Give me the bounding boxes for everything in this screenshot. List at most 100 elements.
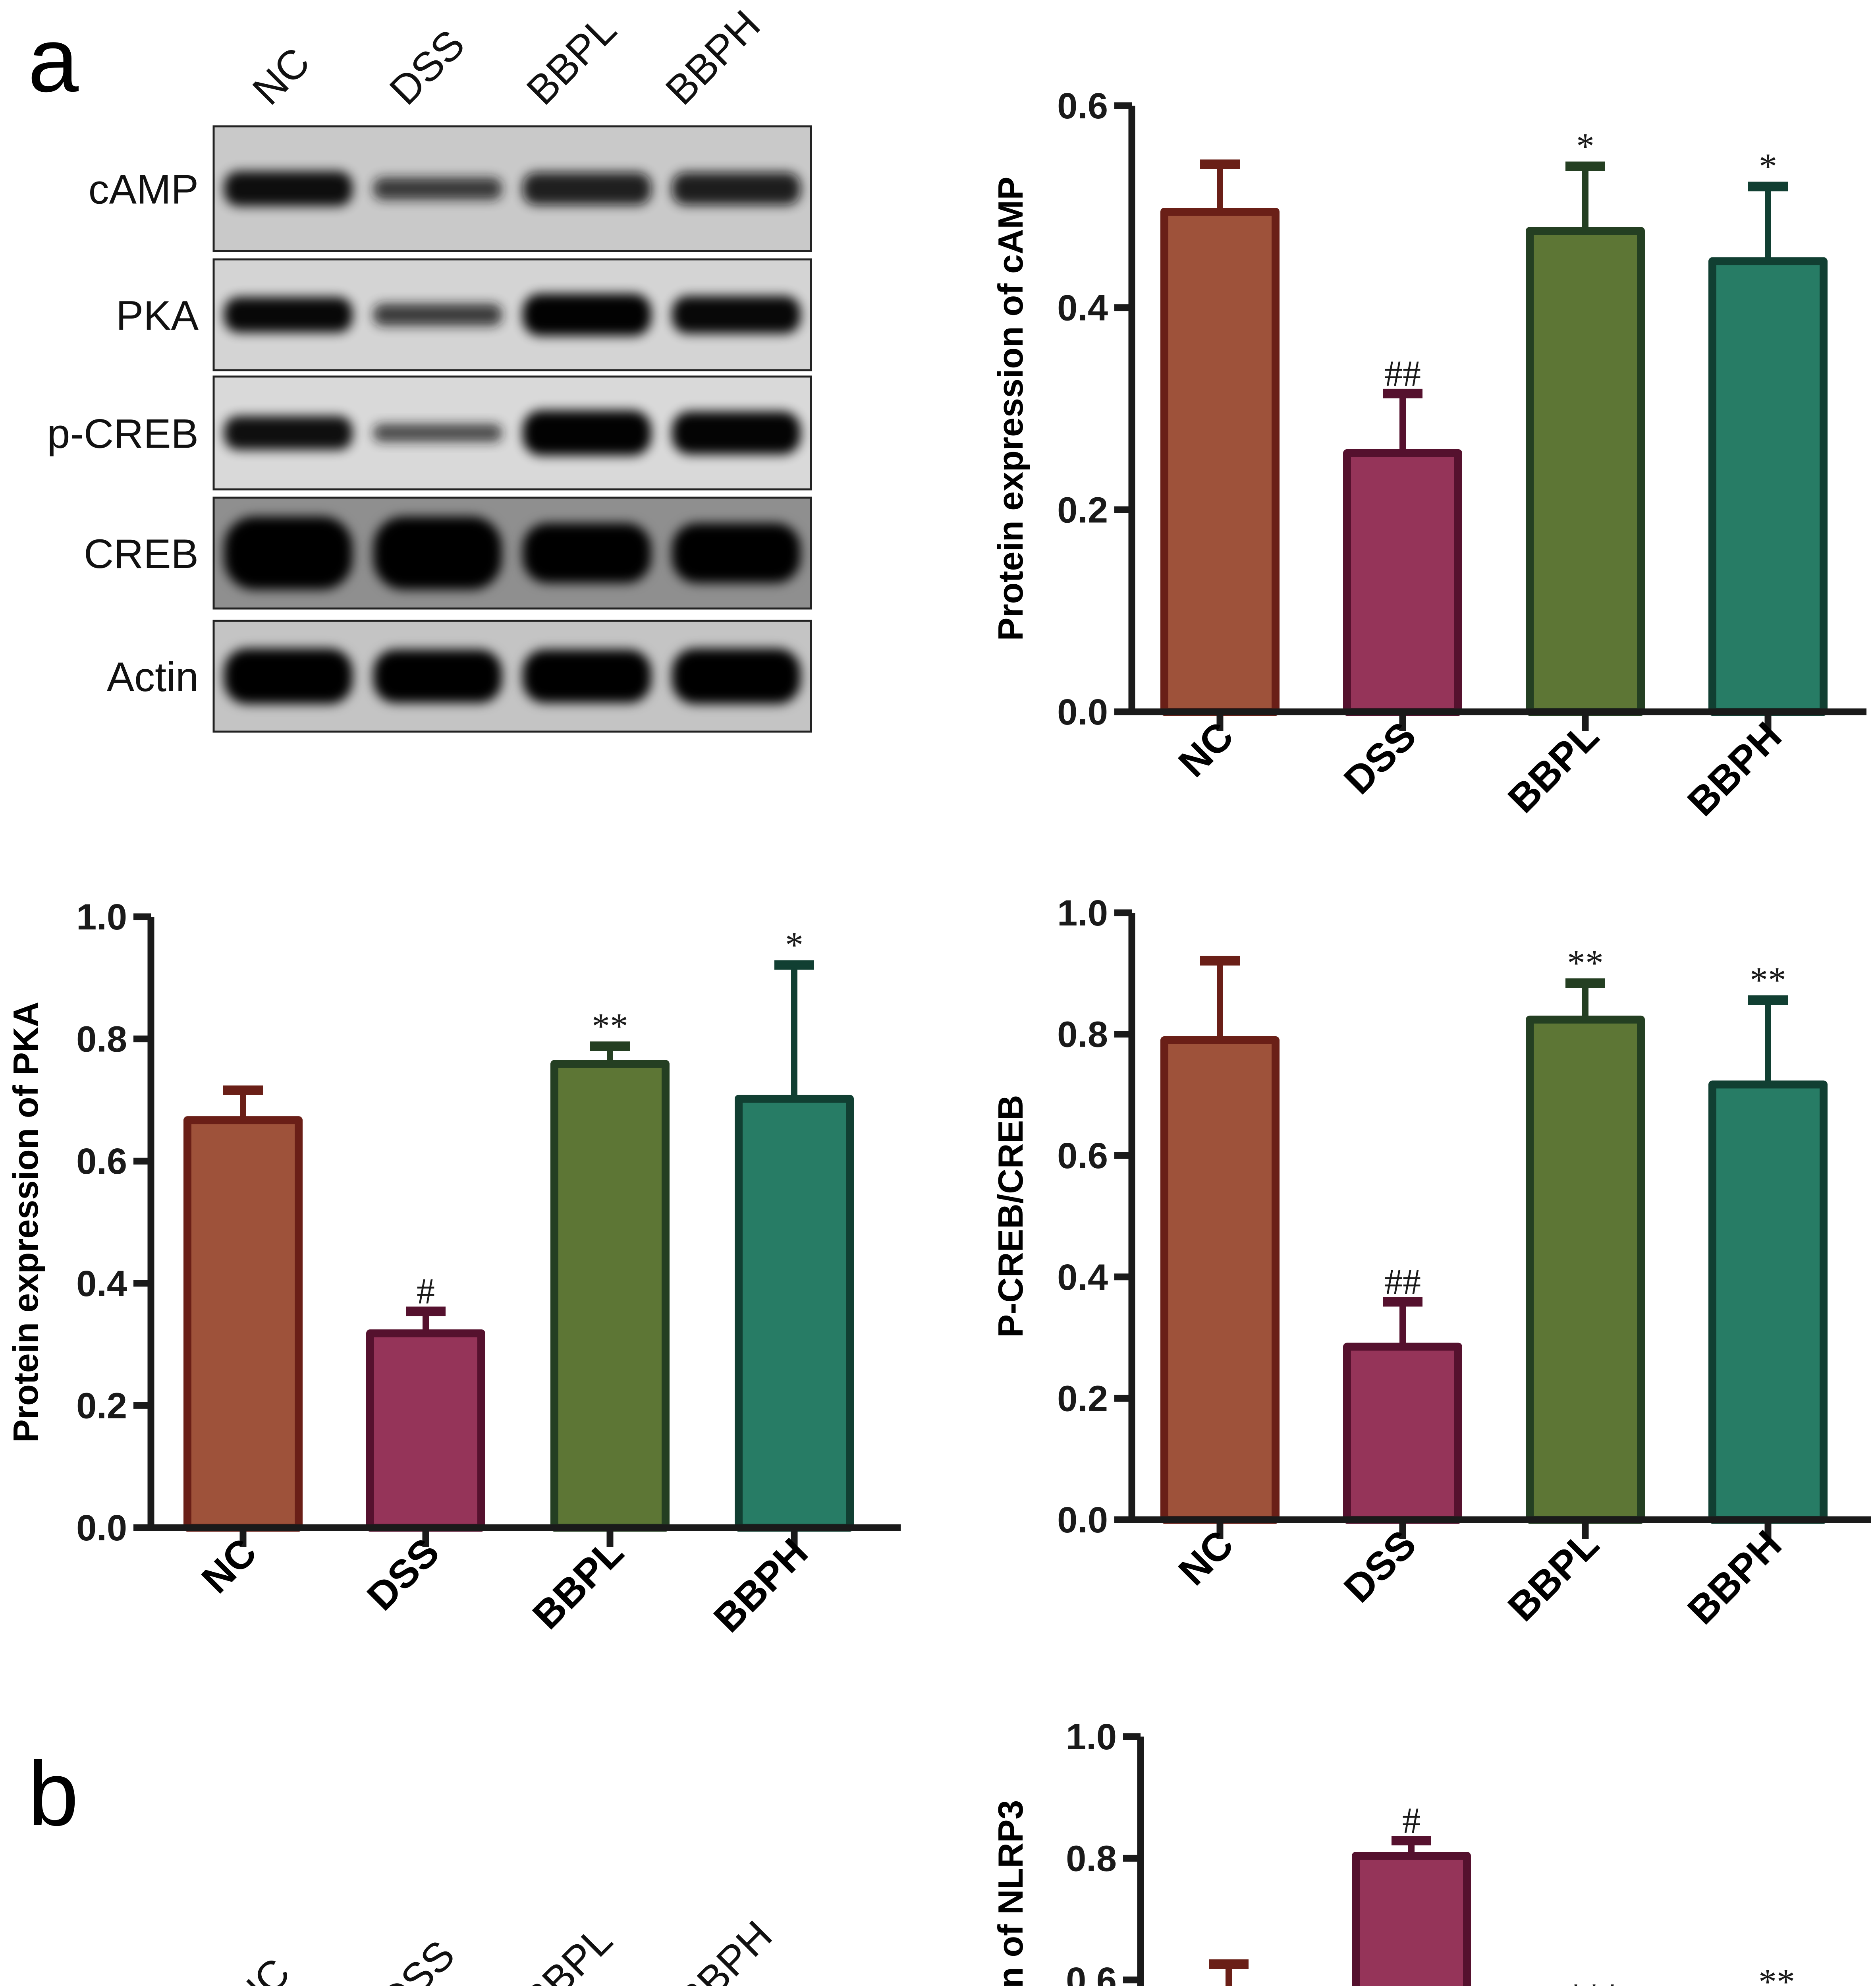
protein-band <box>224 297 353 333</box>
y-tick-label: 0.6 <box>1057 1136 1108 1176</box>
y-tick-label: 1.0 <box>1066 1717 1117 1757</box>
blot-row-label: cAMP <box>89 166 199 213</box>
x-category-label-bbph: BBPH <box>1679 1522 1790 1633</box>
bar-dss: ## <box>1343 1261 1462 1524</box>
y-tick-label: 0.4 <box>1057 288 1108 328</box>
significance-marker: ## <box>1384 1261 1421 1302</box>
x-category-label-bbpl: BBPL <box>1500 1522 1608 1630</box>
significance-marker: # <box>417 1271 435 1312</box>
bar-rect <box>1160 208 1280 716</box>
x-category-label-bbph: BBPH <box>1679 713 1790 825</box>
blot-row-p-creb: p-CREB <box>47 375 812 491</box>
protein-band <box>224 516 353 590</box>
y-tick-label: 1.0 <box>1057 893 1108 933</box>
y-tick-label: 0.4 <box>1057 1257 1108 1298</box>
bar-rect <box>1708 1080 1828 1524</box>
y-tick-label: 0.6 <box>1057 86 1108 126</box>
protein-band <box>523 172 651 205</box>
x-category-label-bbpl: BBPL <box>1500 713 1608 821</box>
bar-nc <box>183 1085 303 1532</box>
protein-band <box>224 171 353 206</box>
bar-rect <box>1352 1852 1471 1986</box>
significance-marker: # <box>1402 1800 1421 1841</box>
lane-label-dss: DSS <box>381 21 473 114</box>
lane-label-bbpl: BBPL <box>518 6 625 114</box>
blot-row-label: p-CREB <box>47 411 199 457</box>
protein-band <box>523 523 651 583</box>
bar-rect <box>366 1329 485 1532</box>
protein-band <box>672 296 801 334</box>
x-category-label-nc: NC <box>1170 713 1242 785</box>
bar-bbpl: ** <box>1526 943 1645 1524</box>
bar-rect <box>1343 449 1462 716</box>
protein-band <box>224 416 353 450</box>
y-tick-label: 0.2 <box>1057 1378 1108 1419</box>
blot-row-creb: CREB <box>84 496 812 610</box>
y-tick-label: 0.6 <box>1066 1960 1117 1986</box>
y-tick-label: 0.0 <box>76 1508 127 1548</box>
x-category-label-dss: DSS <box>1336 1522 1425 1611</box>
bar-dss: # <box>366 1271 485 1532</box>
protein-band <box>672 523 801 583</box>
panel-letter-a: a <box>28 9 79 111</box>
bar-bbph: * <box>1708 146 1828 716</box>
bar-chart-nlrp3: Protein expression of NLRP3NC#DSS***BBPL… <box>991 1717 1795 1986</box>
bar-rect <box>735 1095 854 1532</box>
bar-chart-camp: Protein expression of cAMP NC ## DSS * BBPL * B… <box>991 86 1866 825</box>
significance-marker: ## <box>1384 353 1421 394</box>
lane-label-bbpl: BBPL <box>514 1917 621 1986</box>
western-blot-panel-a: NC DSS BBPL BBPH cAMP PKA p-CREB CREB Actin <box>47 2 812 733</box>
x-category-label-dss: DSS <box>359 1530 448 1619</box>
significance-marker: ** <box>1567 943 1604 983</box>
protein-band <box>373 424 502 442</box>
x-category-label-bbph: BBPH <box>705 1530 816 1641</box>
blot-row-actin: Actin <box>107 620 812 733</box>
x-category-label-bbpl: BBPL <box>524 1530 632 1638</box>
y-tick-label: 0.8 <box>1066 1838 1117 1879</box>
bar-dss: ## <box>1343 353 1462 716</box>
y-tick-label: 0.8 <box>76 1019 127 1060</box>
blot-row-label: CREB <box>84 531 199 577</box>
panel-letter-b: b <box>28 1743 79 1845</box>
bar-bbph: * <box>735 925 854 1532</box>
protein-band <box>672 648 801 704</box>
protein-band <box>373 649 502 703</box>
bar-nc <box>1209 1959 1249 1986</box>
lane-label-bbph: BBPH <box>669 1912 781 1986</box>
significance-marker: ** <box>1758 1961 1795 1986</box>
protein-band <box>672 411 801 454</box>
significance-marker: *** <box>1567 1976 1621 1986</box>
bar-rect <box>1526 1015 1645 1524</box>
y-tick-label: 0.6 <box>76 1141 127 1182</box>
y-tick-label: 0.2 <box>76 1385 127 1426</box>
protein-band <box>224 648 353 704</box>
y-tick-label: 0.0 <box>1057 692 1108 732</box>
bar-rect <box>550 1060 670 1532</box>
x-category-label-nc: NC <box>193 1530 265 1602</box>
bar-chart-pcreb-creb: P-CREB/CREB NC ## DSS ** BBPL ** BBPH 0.0 0.2 0.4 0… <box>991 893 1871 1633</box>
y-tick-label: 1.0 <box>76 897 127 937</box>
significance-marker: * <box>1576 126 1594 166</box>
y-tick-label: 0.4 <box>76 1263 127 1304</box>
lane-label-nc: NC <box>244 39 318 114</box>
protein-band <box>523 649 651 703</box>
protein-band <box>373 303 502 326</box>
y-axis-title: Protein expression of PKA <box>6 1002 45 1443</box>
bar-rect <box>1708 257 1828 716</box>
protein-band <box>373 177 502 200</box>
bar-bbpl: *** <box>1567 1976 1621 1986</box>
blot-row-camp: cAMP <box>89 125 812 252</box>
bar-dss: # <box>1352 1800 1471 1986</box>
blot-row-label: Actin <box>107 654 199 700</box>
western-blot-panel-b: NCDSSBBPLBBPHNLRP3Actin <box>224 1912 781 1986</box>
bar-chart-pka: Protein expression of PKA NC # DSS ** BBPL * BB… <box>6 897 901 1641</box>
y-tick-label: 0.2 <box>1057 490 1108 530</box>
protein-band <box>523 410 651 456</box>
protein-band <box>373 516 502 590</box>
significance-marker: ** <box>1750 960 1786 1000</box>
bar-rect <box>1343 1343 1462 1524</box>
y-axis-title: Protein expression of NLRP3 <box>991 1800 1030 1986</box>
bar-bbpl: * <box>1526 126 1645 716</box>
lane-label-bbph: BBPH <box>657 2 769 114</box>
protein-band <box>672 172 801 205</box>
